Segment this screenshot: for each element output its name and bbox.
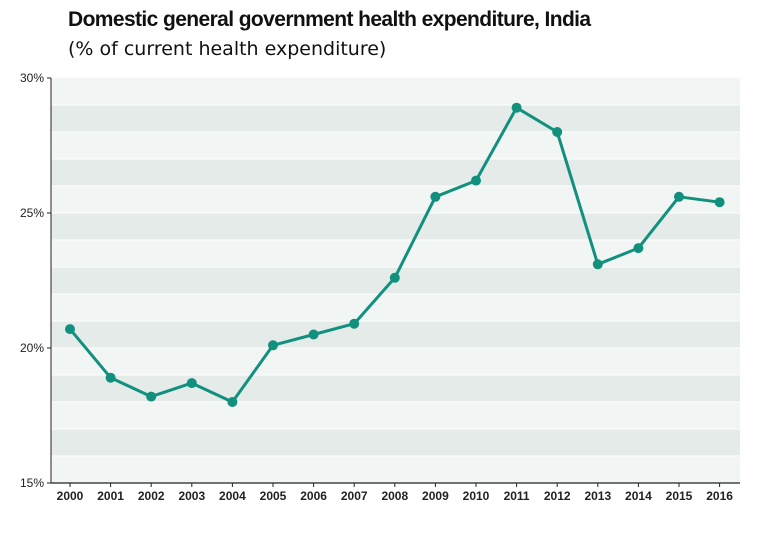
x-tick-label: 2008	[381, 489, 408, 503]
x-tick-label: 2014	[625, 489, 652, 503]
grid-band	[51, 132, 740, 159]
x-tick-label: 2011	[504, 489, 530, 503]
data-point	[714, 197, 725, 208]
x-tick-label: 2016	[706, 489, 733, 503]
x-tick-label: 2013	[584, 489, 611, 503]
data-point	[633, 243, 644, 254]
axes	[50, 78, 740, 484]
y-axis-ticks: 15% 20% 25% 30%	[20, 71, 51, 490]
grid-band	[51, 321, 740, 348]
data-point	[511, 102, 522, 113]
grid-band	[51, 375, 740, 402]
data-point	[430, 191, 441, 202]
x-tick-label: 2009	[422, 489, 449, 503]
data-point	[674, 191, 684, 202]
x-tick-label: 2006	[300, 489, 327, 503]
y-tick-label: 15%	[20, 476, 44, 490]
data-point	[268, 340, 278, 351]
x-tick-label: 2012	[544, 489, 571, 503]
series-layer	[65, 102, 725, 407]
y-tick-label: 30%	[20, 71, 44, 85]
x-tick-label: 2005	[260, 489, 287, 503]
grid-band	[51, 429, 740, 456]
data-point	[65, 324, 75, 335]
chart-subtitle: (% of current health expenditure)	[68, 38, 387, 60]
data-point	[227, 397, 238, 407]
grid-band	[51, 186, 740, 213]
grid-band	[51, 78, 740, 105]
x-tick-label: 2002	[138, 489, 165, 503]
grid-band	[51, 213, 740, 240]
data-point	[349, 318, 360, 329]
data-point	[471, 175, 481, 186]
grid-band	[51, 105, 740, 132]
data-point	[308, 329, 319, 340]
x-axis-ticks: 2000 2001 2002 2003 2004 2005 2006 2007 2008 2009…	[57, 483, 733, 503]
grid-band	[51, 294, 740, 321]
chart-title: Domestic general government health expen…	[68, 8, 591, 31]
x-tick-label: 2010	[463, 489, 490, 503]
y-tick-label: 25%	[20, 206, 44, 220]
data-point	[105, 372, 116, 383]
x-tick-label: 2000	[57, 489, 84, 503]
data-point	[552, 127, 563, 137]
grid-band	[51, 348, 740, 375]
grid-band	[51, 159, 740, 186]
x-tick-label: 2003	[178, 489, 205, 503]
data-point	[186, 378, 197, 389]
x-tick-label: 2007	[341, 489, 368, 503]
data-point	[592, 259, 603, 270]
grid-band	[51, 402, 740, 429]
data-point	[146, 391, 157, 402]
x-tick-label: 2001	[97, 489, 124, 503]
y-tick-label: 20%	[20, 341, 44, 355]
x-tick-label: 2015	[666, 489, 693, 503]
data-point	[389, 272, 400, 283]
grid-bands	[51, 78, 740, 483]
x-tick-label: 2004	[219, 489, 246, 503]
grid-band	[51, 456, 740, 483]
